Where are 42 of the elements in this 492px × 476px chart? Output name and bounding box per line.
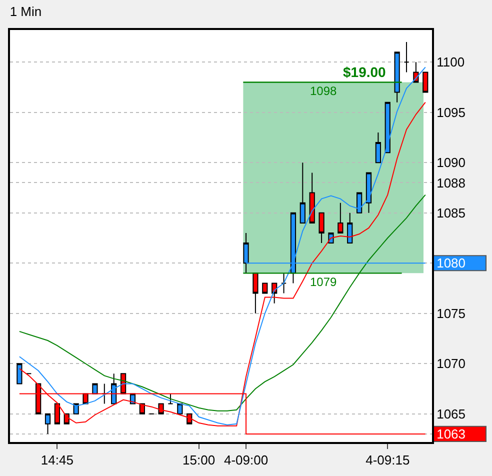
candlestick xyxy=(309,172,315,224)
candlestick xyxy=(158,403,164,414)
ref-line-label: 1098 xyxy=(310,84,338,98)
candlestick xyxy=(252,272,258,314)
candlestick xyxy=(318,212,324,244)
candlestick xyxy=(92,383,98,394)
x-tick-label: 15:00 xyxy=(182,452,216,468)
candlestick xyxy=(262,282,268,294)
candlestick xyxy=(347,212,353,244)
y-tick-label: 1090 xyxy=(436,155,466,170)
candlestick xyxy=(111,373,117,404)
ref-line-label: 1079 xyxy=(310,275,338,289)
candlestick xyxy=(366,172,372,214)
candlestick xyxy=(16,363,22,384)
candlestick xyxy=(384,102,390,154)
y-tick-label: 1100 xyxy=(436,54,465,70)
candlestick xyxy=(404,42,410,73)
x-tick-label: 14:45 xyxy=(40,452,74,468)
candlestick xyxy=(356,192,362,214)
candlestick xyxy=(177,403,183,414)
y-tick-label: 1088 xyxy=(436,175,466,190)
candlestick xyxy=(272,282,278,304)
candlestick xyxy=(394,52,400,103)
candlestick xyxy=(300,162,306,224)
candlestick xyxy=(44,413,51,434)
candlestick xyxy=(168,393,174,404)
y-tick-label: 1065 xyxy=(436,406,466,422)
candlestick xyxy=(338,202,344,234)
candlestick xyxy=(280,272,287,294)
candlestick xyxy=(375,132,381,164)
y-tick-label: 1075 xyxy=(436,306,466,321)
chart-title: 1 Min xyxy=(10,4,42,20)
y-tick-label: 1095 xyxy=(436,104,466,120)
candlestick xyxy=(422,72,428,93)
x-tick-label: 4-09:15 xyxy=(366,452,410,468)
line-series xyxy=(18,194,426,412)
annotation: $19.00 xyxy=(343,64,386,80)
x-tick-label: 4-09:00 xyxy=(224,452,268,468)
y-tick-label: 1080 xyxy=(436,256,466,271)
y-tick-label: 1063 xyxy=(436,426,466,442)
y-tick-label: 1085 xyxy=(436,205,466,220)
y-tick-label: 1070 xyxy=(436,356,466,372)
